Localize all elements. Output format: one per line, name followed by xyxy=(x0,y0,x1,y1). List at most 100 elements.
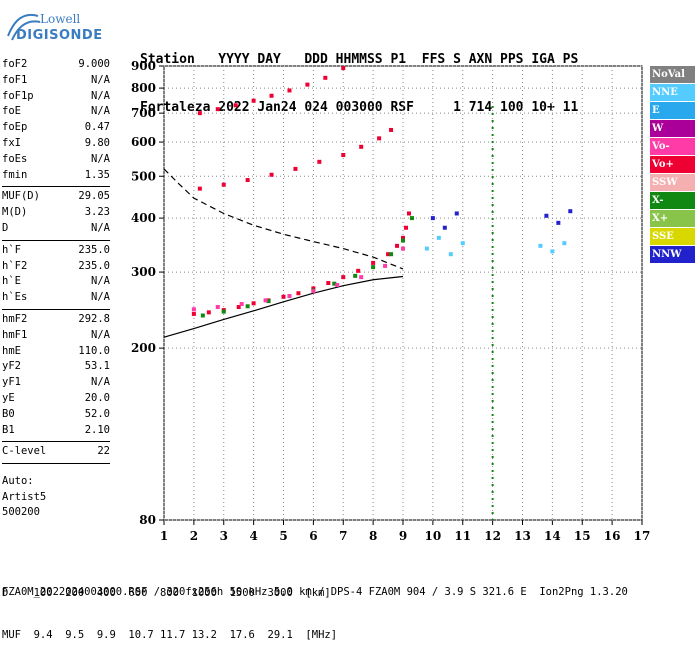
station-header: Station YYYY DAY DDD HHMMSS P1 FFS S AXN… xyxy=(140,20,578,132)
data-point-vo- xyxy=(305,82,310,87)
param-foes: foEs N/A xyxy=(2,153,110,168)
data-point-vo- xyxy=(359,275,364,280)
param-value: 29.05 xyxy=(78,190,110,203)
param-value: 1.35 xyxy=(84,168,110,181)
x-tick-label: 15 xyxy=(574,529,591,543)
digisonde-logo-icon xyxy=(7,14,41,41)
x-tick-label: 17 xyxy=(634,529,651,543)
data-point-vo- xyxy=(386,252,391,257)
param-label: h`F xyxy=(2,243,21,256)
distance-row: D 100 200 400 600 800 1000 1500 3000 [km… xyxy=(2,587,331,599)
param-label: h`E xyxy=(2,275,21,288)
y-tick-label: 300 xyxy=(131,265,156,279)
data-point-nne xyxy=(424,246,429,251)
data-point-vo- xyxy=(359,144,364,149)
param-hmf1: hmF1 N/A xyxy=(2,329,110,344)
param-label: foE xyxy=(2,105,21,118)
data-point-vo- xyxy=(356,268,361,273)
param-value: 235.0 xyxy=(78,243,110,256)
param-label: yE xyxy=(2,392,15,404)
autoscaling-info: Artist5 xyxy=(2,490,47,503)
muf-row: MUF 9.4 9.5 9.9 10.7 11.7 13.2 17.6 29.1… xyxy=(2,629,338,641)
param-label: foF1p xyxy=(2,89,34,102)
data-point-nne xyxy=(436,235,441,240)
curve-profile xyxy=(163,275,404,338)
data-point-x- xyxy=(401,238,405,243)
data-point-x- xyxy=(200,313,205,318)
y-tick-label: 200 xyxy=(131,341,156,355)
param-md: M(D) 3.23 xyxy=(2,206,110,221)
param-value: N/A xyxy=(91,222,110,234)
param-hf: h`F 235.0 xyxy=(2,244,110,259)
distance-muf-table: D 100 200 400 600 800 1000 1500 3000 [km… xyxy=(2,558,337,656)
data-point-nnw xyxy=(454,211,459,216)
x-tick-label: 16 xyxy=(604,529,621,543)
x-tick-label: 1 xyxy=(160,529,168,543)
param-label: M(D) xyxy=(2,206,28,219)
param-fof2: foF2 9.000 xyxy=(2,58,110,73)
param-value: 2.10 xyxy=(84,423,110,436)
legend-item-x-: X- xyxy=(650,192,695,209)
param-label: hmE xyxy=(2,344,21,357)
x-tick-label: 12 xyxy=(484,529,501,543)
param-label: MUF(D) xyxy=(2,190,40,203)
legend-item-noval: NoVal xyxy=(650,66,695,83)
param-value: N/A xyxy=(91,89,110,102)
param-b0: B0 52.0 xyxy=(2,408,110,423)
param-label: B0 xyxy=(2,407,15,420)
legend-item-e: E xyxy=(650,102,695,119)
data-point-nnw xyxy=(544,213,549,218)
param-yf2: yF2 53.1 xyxy=(2,360,110,375)
param-mufd: MUF(D) 29.05 xyxy=(2,190,110,205)
data-point-nne xyxy=(460,241,465,246)
data-point-vo- xyxy=(389,127,394,132)
param-label: h`F2 xyxy=(2,259,28,272)
param-value: 22 xyxy=(97,445,110,458)
param-value: 53.1 xyxy=(84,360,110,373)
x-tick-label: 6 xyxy=(309,529,317,543)
data-point-vo- xyxy=(197,111,202,116)
param-label: hmF2 xyxy=(2,313,28,325)
param-value: N/A xyxy=(91,328,110,341)
x-tick-label: 5 xyxy=(279,529,287,543)
legend-item-vo-: Vo- xyxy=(650,138,695,155)
data-point-vo- xyxy=(191,311,196,316)
data-point-vo- xyxy=(341,152,346,157)
data-point-vo- xyxy=(245,178,250,183)
data-point-vo- xyxy=(341,66,346,71)
param-ye: yE 20.0 xyxy=(2,392,110,407)
data-point-vo- xyxy=(311,289,316,294)
data-point-vo- xyxy=(383,263,388,268)
param-foep: foEp 0.47 xyxy=(2,121,110,136)
param-value: 110.0 xyxy=(78,344,110,357)
lowell-digisonde-logo: Lowell DIGISONDE xyxy=(4,6,114,46)
data-point-vo- xyxy=(191,307,196,312)
param-label: D xyxy=(2,222,9,234)
param-divider xyxy=(2,441,110,443)
data-point-nne xyxy=(550,249,555,254)
data-point-x- xyxy=(409,216,414,221)
y-tick-label: 800 xyxy=(131,81,156,95)
data-point-x- xyxy=(245,304,250,309)
param-clevel: C-level 22 xyxy=(2,445,110,460)
legend-item-nne: NNE xyxy=(650,84,695,101)
data-point-vo- xyxy=(287,294,292,299)
param-he: h`E N/A xyxy=(2,275,110,290)
data-point-vo- xyxy=(281,294,286,299)
y-tick-label: 500 xyxy=(131,169,156,183)
data-point-vo- xyxy=(371,260,376,265)
data-point-nne xyxy=(448,252,453,257)
x-tick-label: 9 xyxy=(399,529,407,543)
param-label: B1 xyxy=(2,423,15,436)
param-divider xyxy=(2,463,110,465)
legend-item-ssw: SSW xyxy=(650,174,695,191)
data-point-vo- xyxy=(251,98,256,103)
data-point-vo- xyxy=(326,281,331,286)
param-yf1: yF1 N/A xyxy=(2,376,110,391)
x-tick-label: 13 xyxy=(514,529,531,543)
data-point-vo- xyxy=(221,182,226,187)
data-point-vo- xyxy=(403,225,408,230)
data-point-vo- xyxy=(401,235,405,240)
x-tick-label: 4 xyxy=(249,529,257,543)
file-info-footer: FZA0M_2022024003000.RSF / 320fx256h 50 k… xyxy=(2,586,628,598)
